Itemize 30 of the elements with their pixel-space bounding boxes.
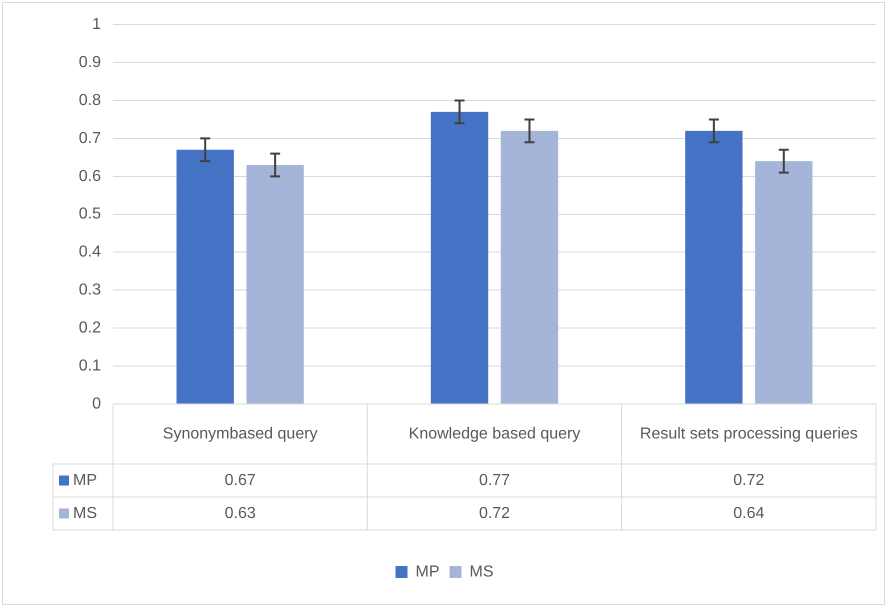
bar [500, 130, 558, 404]
text: MS [73, 504, 97, 522]
x-tick-label: Result sets processing queries [640, 425, 858, 442]
data-label: 0.63 [224, 504, 256, 522]
legend-label: MS [470, 563, 494, 580]
y-tick-label: 0.5 [78, 206, 102, 223]
y-tick-label: 0.4 [78, 244, 102, 261]
y-tick-label: 0.8 [78, 92, 102, 109]
bar [176, 150, 234, 404]
x-tick-label: Synonymbased query [162, 425, 318, 442]
text: MP [416, 563, 440, 580]
bar [246, 164, 304, 404]
bar [430, 112, 488, 404]
data-label: 0.72 [478, 504, 510, 522]
data-label: 0.67 [224, 472, 256, 489]
bar [755, 161, 812, 404]
data-label: 0.72 [733, 472, 765, 489]
legend-label: MP [73, 472, 97, 489]
y-tick-label: 0.7 [78, 130, 102, 147]
y-tick-label: 1 [92, 16, 102, 34]
y-tick-label: 0.2 [78, 320, 102, 337]
y-tick-label: 0 [92, 395, 102, 412]
data-label: 0.64 [733, 504, 765, 522]
data-label: 0.77 [478, 472, 510, 489]
y-tick-label: 0.1 [78, 357, 102, 374]
x-tick-label: Knowledge based query [408, 425, 580, 442]
y-tick-label: 0.6 [78, 168, 102, 185]
y-tick-label: 0.3 [78, 282, 102, 299]
y-tick-label: 0.9 [78, 54, 102, 71]
bar [685, 130, 743, 404]
